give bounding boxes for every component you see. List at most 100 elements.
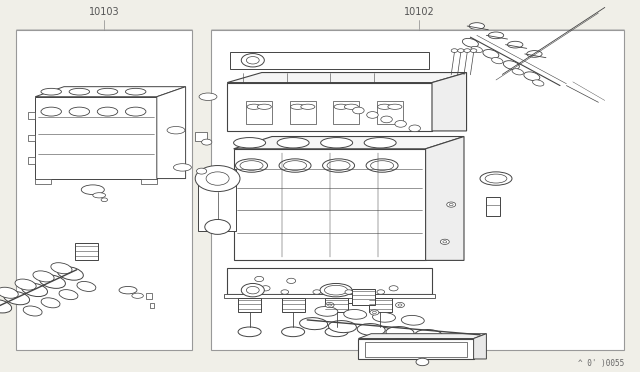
Ellipse shape (324, 285, 348, 295)
Polygon shape (227, 73, 467, 83)
Ellipse shape (386, 327, 414, 339)
Ellipse shape (320, 283, 352, 297)
Circle shape (195, 166, 240, 192)
Circle shape (196, 168, 207, 174)
Ellipse shape (512, 69, 524, 75)
Ellipse shape (357, 324, 385, 336)
Circle shape (261, 286, 270, 291)
Ellipse shape (485, 174, 507, 183)
Circle shape (101, 198, 108, 202)
Bar (246, 101, 272, 124)
Polygon shape (426, 137, 464, 260)
Polygon shape (227, 268, 432, 294)
Ellipse shape (323, 159, 355, 172)
Ellipse shape (327, 161, 350, 170)
Ellipse shape (369, 327, 392, 337)
Circle shape (395, 121, 406, 127)
Ellipse shape (492, 58, 503, 64)
Bar (224, 294, 435, 298)
Ellipse shape (41, 89, 61, 95)
Ellipse shape (125, 89, 146, 95)
Ellipse shape (167, 126, 185, 134)
Polygon shape (157, 87, 186, 179)
Ellipse shape (524, 72, 540, 81)
Circle shape (409, 125, 420, 132)
Ellipse shape (328, 321, 356, 333)
Bar (28, 112, 35, 119)
Bar (290, 101, 316, 124)
Ellipse shape (462, 38, 479, 47)
Ellipse shape (22, 283, 47, 296)
Circle shape (340, 292, 360, 304)
Bar (352, 289, 375, 305)
Ellipse shape (4, 291, 29, 305)
Ellipse shape (415, 330, 443, 341)
Ellipse shape (488, 32, 504, 39)
Circle shape (377, 290, 385, 294)
Circle shape (287, 278, 296, 283)
Ellipse shape (0, 299, 12, 313)
Circle shape (447, 202, 456, 207)
Ellipse shape (315, 307, 338, 316)
Bar (146, 293, 152, 299)
Polygon shape (234, 149, 426, 260)
Circle shape (470, 49, 477, 52)
Bar (35, 179, 51, 184)
Ellipse shape (388, 104, 402, 109)
Ellipse shape (325, 327, 348, 337)
Ellipse shape (291, 104, 305, 109)
Bar (198, 169, 236, 231)
Ellipse shape (173, 164, 191, 171)
Ellipse shape (480, 172, 512, 185)
Bar (75, 243, 98, 260)
Ellipse shape (247, 104, 261, 109)
Circle shape (328, 304, 332, 306)
Ellipse shape (81, 185, 104, 195)
Ellipse shape (301, 104, 315, 109)
Ellipse shape (371, 161, 394, 170)
Circle shape (443, 241, 447, 243)
Ellipse shape (321, 138, 353, 148)
Ellipse shape (41, 107, 61, 116)
Circle shape (353, 107, 364, 114)
Ellipse shape (334, 104, 348, 109)
Circle shape (372, 311, 376, 314)
Circle shape (313, 290, 321, 294)
Bar (211, 30, 624, 350)
Bar (150, 303, 154, 308)
Bar (195, 132, 207, 141)
Ellipse shape (469, 23, 484, 29)
Circle shape (345, 290, 353, 294)
Ellipse shape (401, 315, 424, 325)
Bar (369, 298, 392, 312)
Circle shape (205, 219, 230, 234)
Bar (486, 197, 500, 216)
Ellipse shape (41, 298, 60, 308)
Ellipse shape (15, 279, 36, 290)
Bar (16, 30, 192, 350)
Ellipse shape (97, 89, 118, 95)
Ellipse shape (40, 275, 65, 288)
Text: ^ 0' )0055: ^ 0' )0055 (578, 359, 624, 368)
Ellipse shape (257, 104, 271, 109)
Ellipse shape (97, 107, 118, 116)
Circle shape (325, 302, 334, 308)
Circle shape (241, 54, 264, 67)
Polygon shape (474, 334, 486, 359)
Ellipse shape (234, 138, 266, 148)
Polygon shape (35, 87, 186, 97)
Ellipse shape (125, 107, 146, 116)
Bar (358, 339, 474, 359)
Ellipse shape (199, 93, 217, 100)
Circle shape (206, 172, 229, 185)
Circle shape (281, 290, 289, 294)
Ellipse shape (238, 327, 261, 337)
Circle shape (464, 49, 470, 52)
Circle shape (416, 358, 429, 366)
Ellipse shape (300, 318, 328, 330)
Ellipse shape (284, 161, 307, 170)
Circle shape (440, 239, 449, 244)
Ellipse shape (532, 80, 544, 86)
Ellipse shape (277, 138, 309, 148)
Ellipse shape (236, 159, 268, 172)
